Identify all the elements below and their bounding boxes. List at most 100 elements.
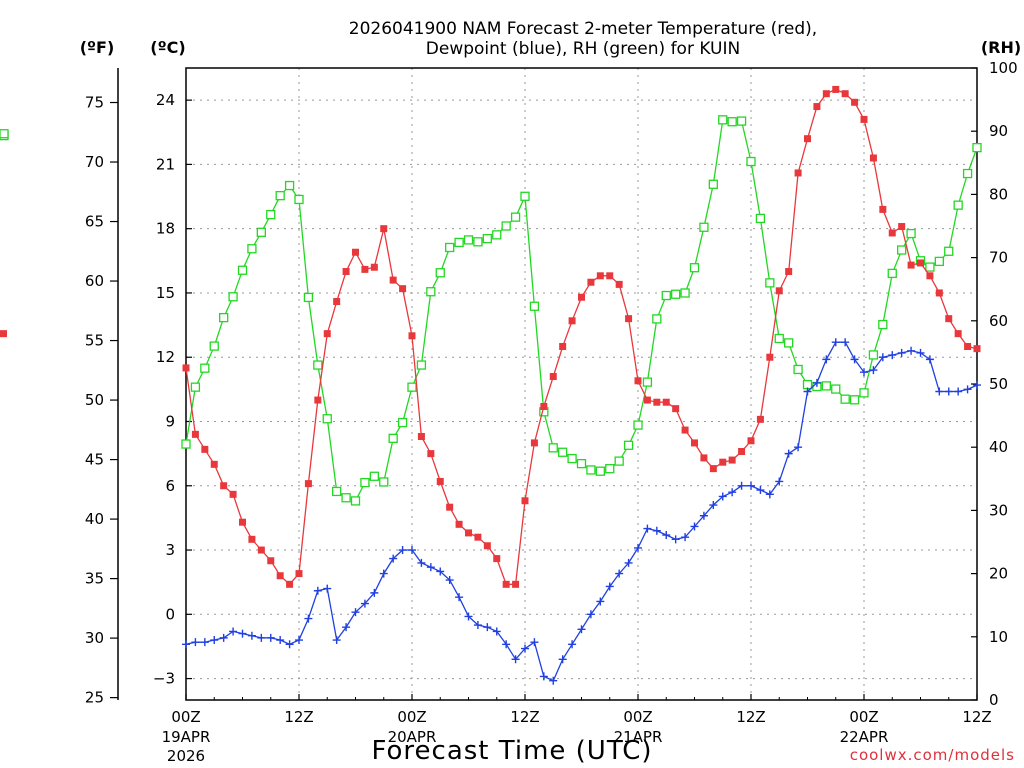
rh-point <box>341 493 351 503</box>
rh-point <box>416 360 427 370</box>
dewpoint-point <box>775 477 784 486</box>
rh-line <box>185 119 978 502</box>
temperature-point <box>879 205 887 213</box>
temperature-point <box>766 353 774 361</box>
rh-point <box>228 292 238 302</box>
temperature-point <box>408 332 416 340</box>
dewpoint-point <box>313 586 322 595</box>
dewpoint-point <box>747 481 755 490</box>
rh-point <box>831 384 841 394</box>
temperature-point <box>521 497 529 505</box>
rh-point <box>510 212 521 222</box>
rh-point <box>209 341 219 351</box>
dewpoint-point <box>360 599 369 608</box>
temperature-point <box>210 460 218 468</box>
dewpoint-point <box>624 558 633 567</box>
dewpoint-point <box>954 387 963 396</box>
temperature-point <box>596 272 604 280</box>
rh-point <box>576 458 587 469</box>
temperature-point <box>502 580 510 588</box>
rh-point <box>256 227 266 237</box>
dewpoint-point <box>963 385 972 394</box>
dewpoint-point <box>247 631 256 640</box>
temperature-point <box>436 477 444 485</box>
dewpoint-point <box>765 490 774 499</box>
rh-point <box>765 278 775 288</box>
temperature-point <box>182 364 190 372</box>
rh-axis: 0 10 20 30 40 50 60 70 80 90 100 <box>971 59 1018 709</box>
temperature-point <box>775 287 783 295</box>
dewpoint-point <box>210 636 219 645</box>
temperature-point <box>898 223 906 231</box>
temperature-point <box>0 330 7 338</box>
dewpoint-point <box>370 588 379 597</box>
dewpoint-point <box>539 672 548 681</box>
temperature-point <box>229 490 237 498</box>
rh-tick-label: 60 <box>989 312 1008 330</box>
temperature-point <box>446 503 454 511</box>
temperature-point <box>888 229 896 237</box>
rh-point <box>332 486 342 497</box>
rh-point <box>962 168 973 179</box>
temperature-point <box>606 272 614 280</box>
temperature-point <box>333 298 341 306</box>
rh-point <box>661 290 671 301</box>
temperature-point <box>822 90 830 98</box>
rh-point <box>350 496 361 506</box>
rh-point <box>0 129 9 139</box>
temperature-point <box>587 278 595 286</box>
temperature-point <box>304 480 312 488</box>
temperature-point <box>709 465 717 473</box>
dewpoint-point <box>803 387 812 396</box>
dewpoint-point <box>577 625 586 634</box>
temperature-point <box>973 345 981 353</box>
dewpoint-point <box>191 638 200 647</box>
temperature-point <box>559 343 567 351</box>
dewpoint-point <box>473 621 482 630</box>
dewpoint-point <box>634 543 642 552</box>
dewpoint-point <box>568 640 577 649</box>
dewpoint-point <box>756 486 765 495</box>
rh-point <box>708 179 718 189</box>
rh-point <box>369 471 379 481</box>
temperature-point <box>935 289 943 297</box>
dewpoint-point <box>492 627 501 636</box>
dewpoint-point <box>276 636 285 645</box>
rh-point <box>793 364 803 375</box>
rh-point <box>972 142 982 153</box>
rh-point <box>925 262 935 272</box>
dewpoint-point <box>182 640 190 649</box>
chart-title-line2: Dewpoint (blue), RH (green) for KUIN <box>426 39 740 59</box>
rh-point <box>802 379 813 390</box>
rh-point <box>237 265 248 275</box>
time-tick-label: 00Z <box>397 708 426 726</box>
dewpoint-point <box>285 640 294 649</box>
dewpoint-point <box>511 655 520 664</box>
rh-point <box>868 350 879 360</box>
fahrenheit-tick-label: 70 <box>85 153 104 171</box>
celsius-tick-label: 21 <box>156 155 175 173</box>
rh-point <box>379 477 389 487</box>
dewpoint-point <box>549 676 558 685</box>
rh-point <box>821 381 831 391</box>
temperature-point <box>465 529 472 537</box>
celsius-tick-label: 15 <box>156 284 175 302</box>
temperature-point <box>832 85 840 93</box>
dewpoint-point <box>935 387 944 396</box>
rh-point <box>492 230 502 240</box>
temperature-point <box>276 572 284 580</box>
rh-point <box>454 237 464 248</box>
temperature-point <box>926 272 934 280</box>
rh-point <box>200 363 210 373</box>
dewpoint-point <box>822 355 831 364</box>
temperature-point <box>747 437 755 445</box>
dewpoint-point <box>944 387 953 396</box>
dewpoint-point <box>850 355 859 364</box>
rh-point <box>605 464 615 474</box>
celsius-tick-label: 6 <box>165 477 175 495</box>
temperature-point <box>361 265 369 273</box>
rh-point <box>463 235 474 245</box>
temperature-point <box>530 439 538 447</box>
dewpoint-point <box>615 569 624 578</box>
credit-text: coolwx.com/models <box>850 746 1015 764</box>
